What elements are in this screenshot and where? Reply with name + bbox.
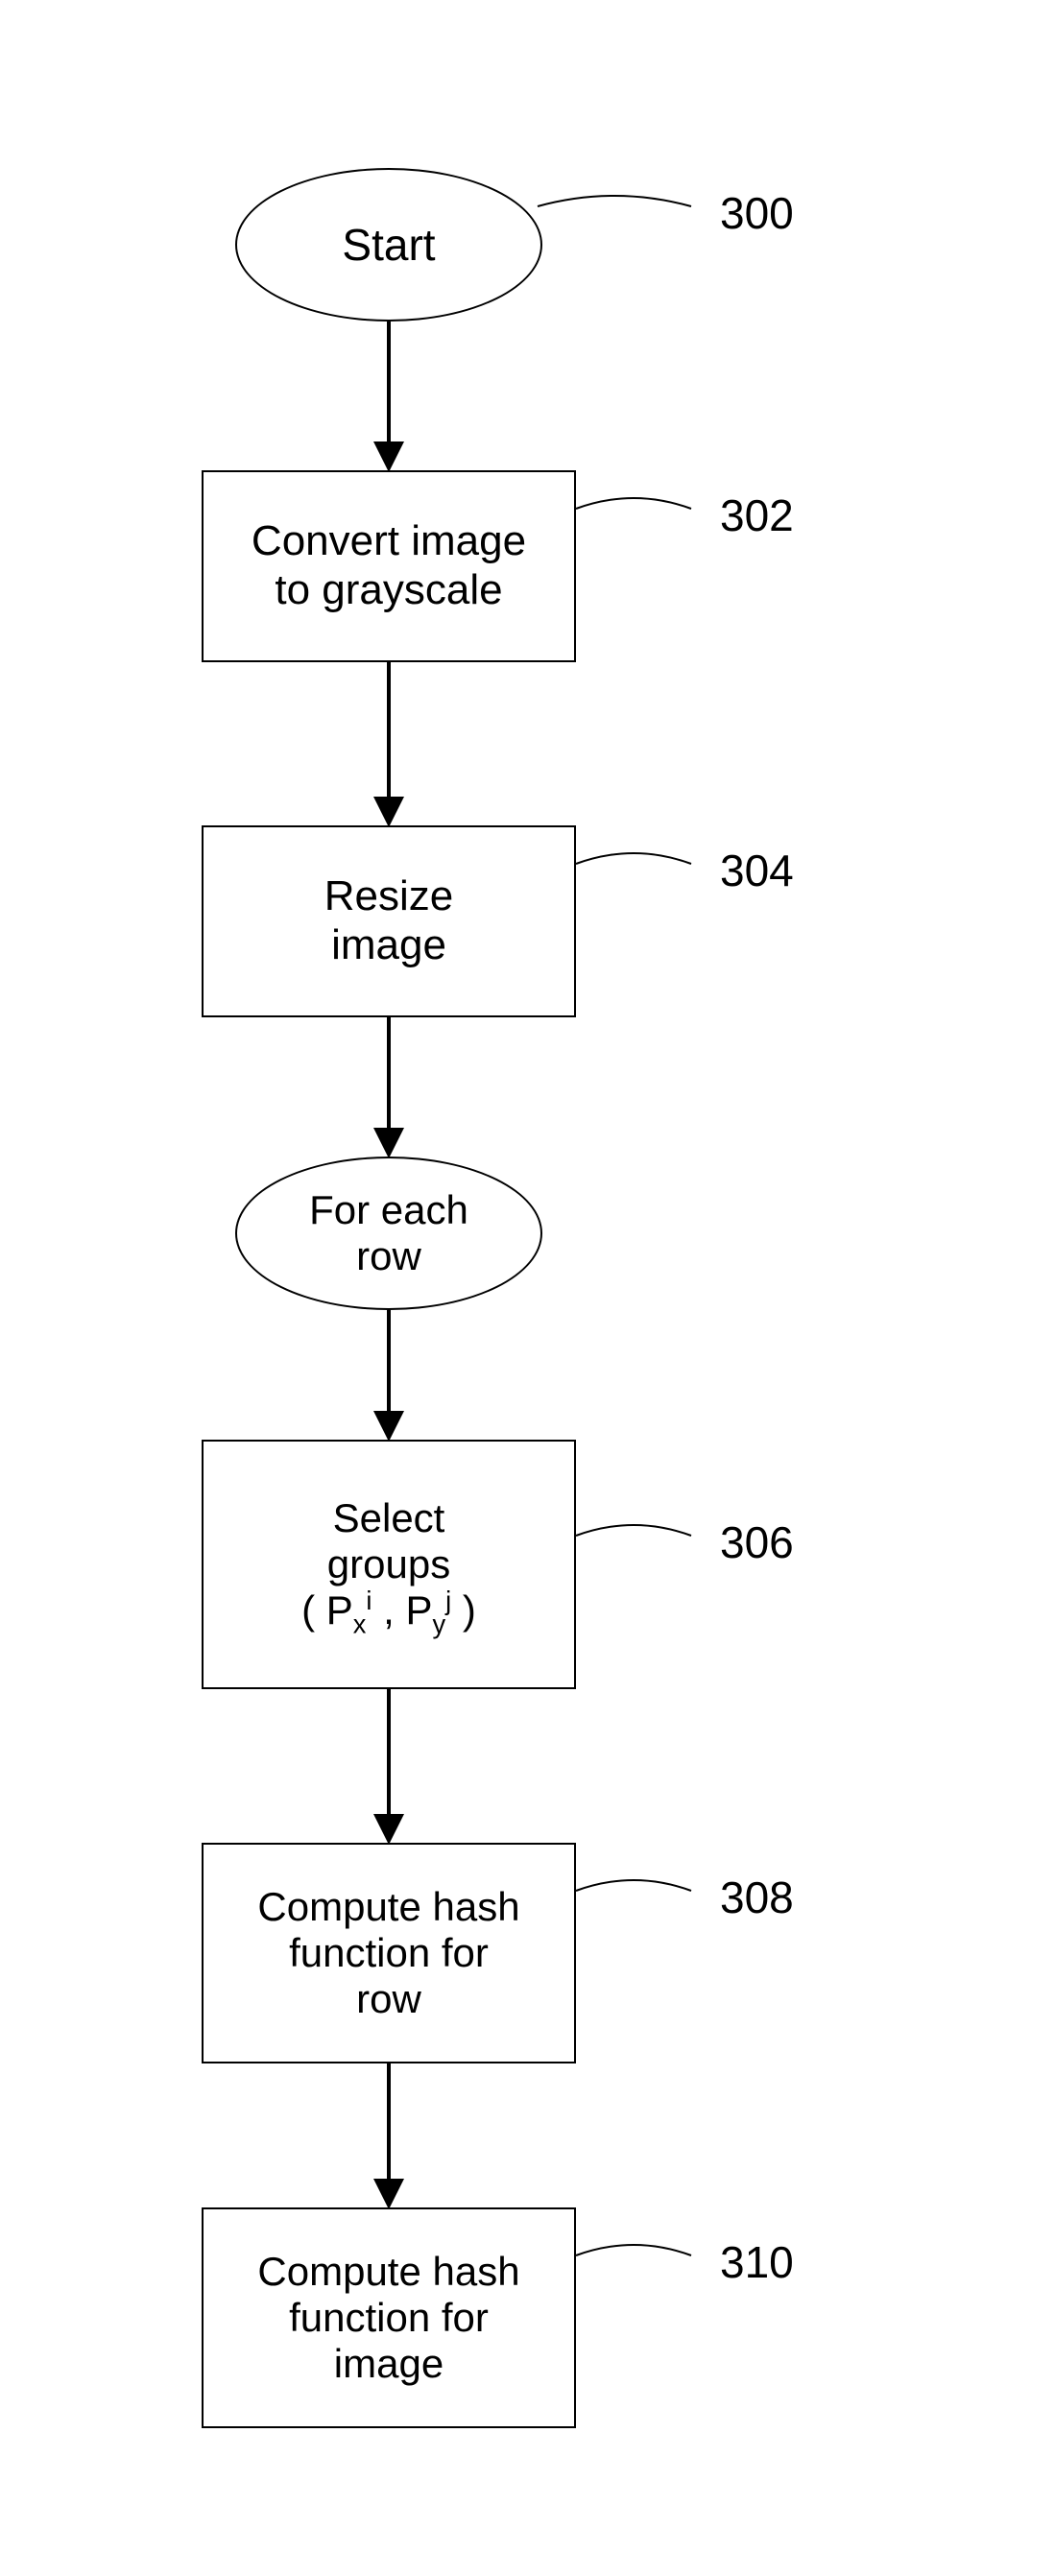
callout-leader (576, 1525, 691, 1536)
callout-leader (576, 853, 691, 864)
flow-node-text: Selectgroups( Pxi , Pyj ) (204, 1495, 574, 1634)
callout-label-302: 302 (720, 489, 794, 541)
callout-leader (576, 2245, 691, 2255)
flow-node-foreach: For eachrow (235, 1157, 542, 1310)
flow-node-convert: Convert imageto grayscale (202, 470, 576, 662)
flow-node-text: Compute hashfunction forrow (204, 1884, 574, 2023)
callout-label-300: 300 (720, 187, 794, 239)
flow-node-start: Start (235, 168, 542, 322)
flow-node-text: Resizeimage (204, 872, 574, 969)
flow-node-text: For eachrow (237, 1187, 540, 1280)
callout-label-310: 310 (720, 2236, 794, 2288)
flowchart-arrows-layer (0, 0, 1055, 2576)
flow-node-resize: Resizeimage (202, 825, 576, 1017)
flow-node-hashimg: Compute hashfunction forimage (202, 2207, 576, 2428)
callout-leader (538, 196, 691, 206)
flow-node-select: Selectgroups( Pxi , Pyj ) (202, 1440, 576, 1689)
flow-node-text: Convert imageto grayscale (204, 517, 574, 614)
callout-label-308: 308 (720, 1872, 794, 1923)
callout-label-306: 306 (720, 1516, 794, 1568)
callout-leader (576, 1880, 691, 1891)
callout-label-304: 304 (720, 845, 794, 896)
callout-leader (576, 498, 691, 509)
flow-node-hashrow: Compute hashfunction forrow (202, 1843, 576, 2063)
flow-node-text: Compute hashfunction forimage (204, 2249, 574, 2388)
flowchart-canvas: Start Convert imageto grayscale Resizeimag… (0, 0, 1055, 2576)
flow-node-text: Start (237, 220, 540, 271)
